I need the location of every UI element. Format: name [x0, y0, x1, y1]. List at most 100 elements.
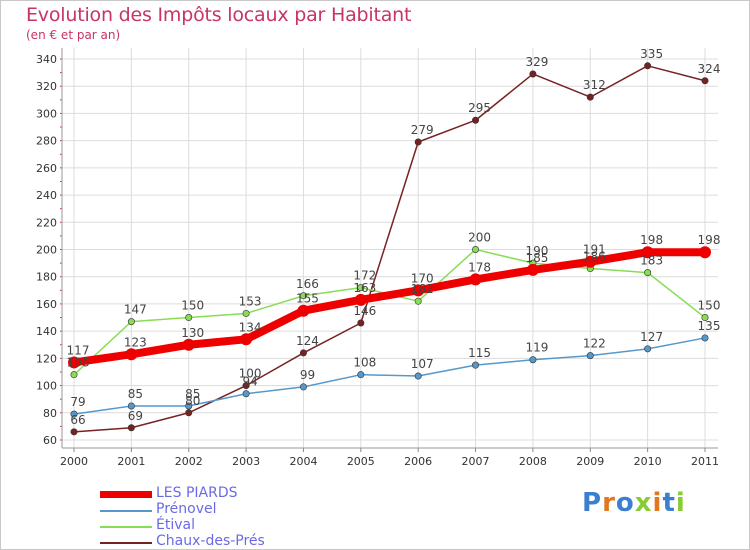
- data-label-chaux-des-pres-2005: 146: [353, 304, 376, 318]
- data-label-prenovel-2002: 85: [185, 387, 200, 401]
- data-label-chaux-des-pres-2003: 100: [239, 367, 262, 381]
- y-tick-label-300: 300: [36, 107, 57, 120]
- point-prenovel-2006: [414, 372, 422, 380]
- logo-letter: x: [634, 488, 653, 518]
- point-chaux-des-pres-2009: [586, 93, 594, 101]
- data-label-les-piards-2010: 198: [640, 233, 663, 247]
- y-tick-label-180: 180: [36, 271, 57, 284]
- point-les-piards-2011: [699, 246, 711, 259]
- point-les-piards-2006: [412, 284, 425, 297]
- data-label-etival-2003: 153: [239, 294, 262, 308]
- data-label-les-piards-2005: 163: [353, 281, 376, 295]
- data-label-les-piards-2003: 134: [239, 320, 262, 334]
- proxiti-logo: Proxiti: [582, 488, 686, 518]
- data-label-prenovel-2011: 135: [698, 319, 721, 333]
- series-line-prenovel: [73, 337, 706, 415]
- point-prenovel-2008: [529, 356, 537, 364]
- y-tick-label-160: 160: [36, 298, 57, 311]
- point-prenovel-2000: [70, 410, 78, 418]
- legend-swatch-etival: [100, 526, 152, 528]
- data-label-chaux-des-pres-2011: 324: [698, 62, 721, 76]
- x-tick-label-2002: 2002: [175, 455, 203, 468]
- data-label-etival-2008: 190: [525, 244, 548, 258]
- point-prenovel-2001: [127, 402, 135, 410]
- point-prenovel-2003: [242, 390, 250, 398]
- data-label-prenovel-2004: 99: [300, 368, 315, 382]
- data-label-etival-2005: 172: [353, 269, 376, 283]
- legend-label-les-piards: LES PIARDS: [156, 485, 238, 501]
- data-label-prenovel-2001: 85: [128, 387, 143, 401]
- x-tick-label-2000: 2000: [60, 455, 88, 468]
- data-label-les-piards-2006: 170: [411, 271, 434, 285]
- x-tick-label-2007: 2007: [462, 455, 490, 468]
- point-chaux-des-pres-2003: [242, 382, 250, 390]
- x-tick-label-2010: 2010: [634, 455, 662, 468]
- x-tick-label-2001: 2001: [117, 455, 145, 468]
- x-tick-label-2005: 2005: [347, 455, 375, 468]
- point-les-piards-2004: [297, 304, 310, 317]
- point-etival-2005: [357, 284, 365, 292]
- point-etival-2001: [127, 318, 135, 326]
- point-etival-2007: [472, 246, 480, 254]
- point-prenovel-2010: [644, 345, 652, 353]
- point-etival-2011: [701, 314, 709, 322]
- y-tick-label-140: 140: [36, 325, 57, 338]
- point-chaux-des-pres-2002: [185, 409, 193, 417]
- legend-label-chaux-des-pres: Chaux-des-Prés: [156, 533, 265, 549]
- point-chaux-des-pres-2000: [70, 428, 78, 436]
- point-chaux-des-pres-2004: [299, 349, 307, 357]
- data-label-chaux-des-pres-2002: 80: [185, 394, 200, 408]
- data-label-prenovel-2009: 122: [583, 337, 606, 351]
- data-label-prenovel-2005: 108: [353, 356, 376, 370]
- point-etival-2003: [242, 309, 250, 317]
- point-chaux-des-pres-2006: [414, 138, 422, 146]
- point-prenovel-2005: [357, 371, 365, 379]
- point-chaux-des-pres-2001: [127, 424, 135, 432]
- point-chaux-des-pres-2007: [472, 116, 480, 124]
- data-label-chaux-des-pres-2008: 329: [525, 55, 548, 69]
- point-prenovel-2007: [472, 361, 480, 369]
- legend-swatch-prenovel: [100, 510, 152, 512]
- data-label-chaux-des-pres-2007: 295: [468, 101, 491, 115]
- logo-letter: i: [675, 488, 686, 518]
- point-etival-2000: [70, 371, 78, 379]
- data-label-les-piards-2000: 117: [67, 343, 90, 357]
- data-label-prenovel-2006: 107: [411, 357, 434, 371]
- point-les-piards-2000: [68, 356, 80, 369]
- data-label-les-piards-2011: 198: [698, 233, 721, 247]
- point-chaux-des-pres-2008: [529, 70, 537, 78]
- y-tick-label-240: 240: [36, 189, 57, 202]
- y-tick-label-80: 80: [43, 407, 57, 420]
- chart-subtitle: (en € et par an): [26, 28, 121, 42]
- point-etival-2006: [414, 297, 422, 305]
- legend-label-prenovel: Prénovel: [156, 501, 217, 517]
- logo-letter: P: [582, 488, 603, 518]
- series-line-chaux-des-pres: [73, 65, 706, 433]
- data-label-prenovel-2003: 94: [242, 375, 257, 389]
- point-chaux-des-pres-2011: [701, 77, 709, 85]
- series-line-les-piards: [70, 248, 709, 367]
- data-label-etival-2011: 150: [698, 299, 721, 313]
- logo-letter: i: [652, 488, 663, 518]
- y-tick-label-320: 320: [36, 80, 57, 93]
- legend-swatch-les-piards: [100, 491, 152, 498]
- point-chaux-des-pres-2005: [357, 319, 365, 327]
- point-les-piards-2002: [182, 338, 195, 351]
- data-label-chaux-des-pres-2004: 124: [296, 334, 319, 348]
- data-label-etival-2001: 147: [124, 303, 147, 317]
- y-tick-label-280: 280: [36, 135, 57, 148]
- point-etival-2010: [644, 269, 652, 277]
- point-les-piards-2003: [240, 333, 253, 346]
- data-label-etival-2007: 200: [468, 231, 491, 245]
- x-tick-label-2006: 2006: [404, 455, 432, 468]
- data-label-prenovel-2000: 79: [70, 395, 85, 409]
- data-label-les-piards-2002: 130: [181, 326, 204, 340]
- point-les-piards-2009: [584, 255, 597, 268]
- data-label-etival-2000: 108: [67, 356, 90, 370]
- legend-label-etival: Étival: [156, 517, 195, 533]
- data-label-prenovel-2010: 127: [640, 330, 663, 344]
- data-label-etival-2004: 166: [296, 277, 319, 291]
- logo-letter: r: [602, 488, 616, 518]
- x-tick-label-2003: 2003: [232, 455, 260, 468]
- data-label-chaux-des-pres-2009: 312: [583, 78, 606, 92]
